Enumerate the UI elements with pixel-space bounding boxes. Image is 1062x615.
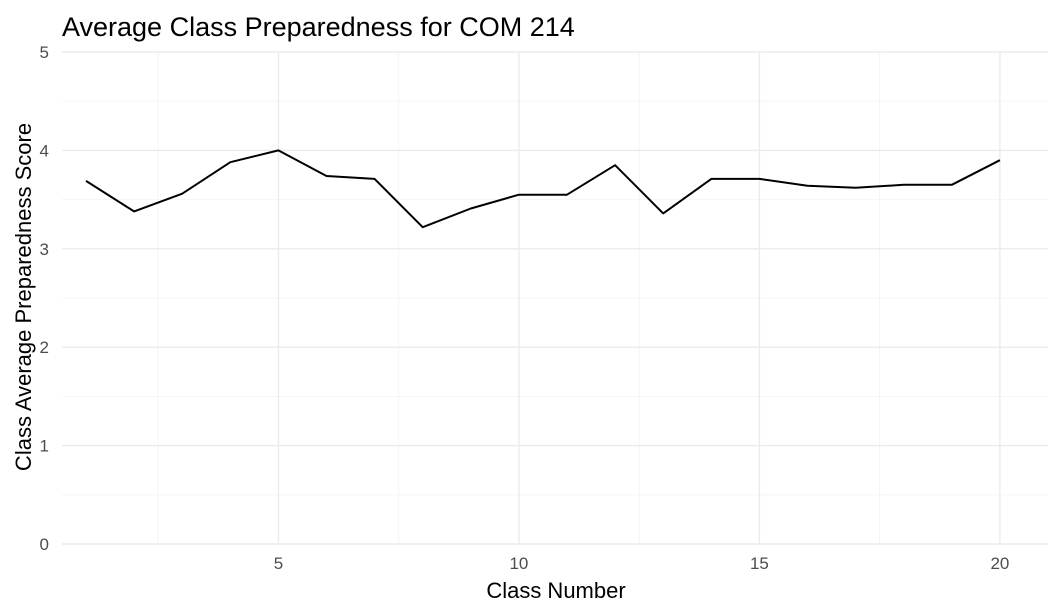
data-point bbox=[179, 191, 185, 197]
data-point bbox=[949, 182, 955, 188]
chart-title: Average Class Preparedness for COM 214 bbox=[62, 12, 575, 42]
y-axis-ticks: 0 1 2 3 4 5 bbox=[40, 43, 49, 554]
x-tick-label: 10 bbox=[509, 554, 528, 573]
data-point bbox=[468, 205, 474, 211]
y-tick-label: 4 bbox=[40, 141, 49, 160]
data-point bbox=[901, 182, 907, 188]
x-tick-label: 20 bbox=[990, 554, 1009, 573]
data-point bbox=[324, 173, 330, 179]
data-point bbox=[131, 208, 137, 214]
data-point bbox=[516, 192, 522, 198]
minor-gridlines bbox=[62, 52, 1048, 544]
data-series bbox=[83, 147, 1003, 230]
data-point bbox=[372, 176, 378, 182]
y-tick-label: 1 bbox=[40, 437, 49, 456]
x-axis-ticks: 5 10 15 20 bbox=[274, 554, 1010, 573]
y-tick-label: 5 bbox=[40, 43, 49, 62]
data-point bbox=[420, 224, 426, 230]
data-point bbox=[660, 210, 666, 216]
y-axis-title: Class Average Preparedness Score bbox=[11, 123, 36, 471]
y-tick-label: 2 bbox=[40, 338, 49, 357]
data-point bbox=[756, 176, 762, 182]
data-point bbox=[612, 162, 618, 168]
y-tick-label: 3 bbox=[40, 240, 49, 259]
y-tick-label: 0 bbox=[40, 535, 49, 554]
data-point bbox=[83, 178, 89, 184]
data-point bbox=[564, 192, 570, 198]
x-tick-label: 5 bbox=[274, 554, 283, 573]
data-point bbox=[275, 147, 281, 153]
data-point bbox=[997, 157, 1003, 163]
data-point bbox=[227, 159, 233, 165]
x-axis-title: Class Number bbox=[486, 578, 625, 603]
data-point bbox=[805, 183, 811, 189]
series-line bbox=[86, 150, 1000, 227]
data-point bbox=[708, 176, 714, 182]
data-point bbox=[853, 185, 859, 191]
x-tick-label: 15 bbox=[750, 554, 769, 573]
